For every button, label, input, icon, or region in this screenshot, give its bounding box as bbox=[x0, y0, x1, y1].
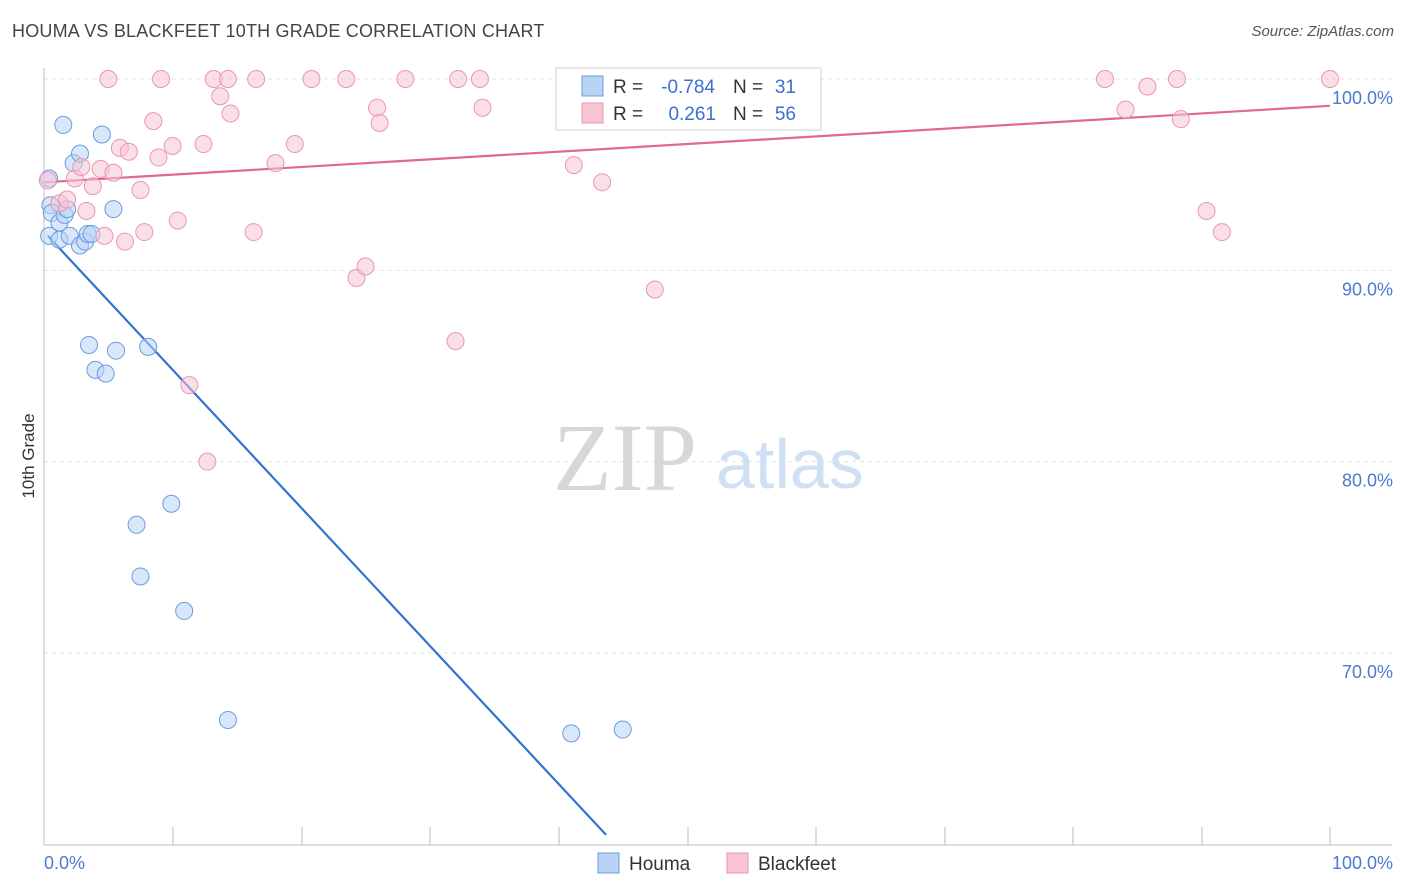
blackfeet-point-19 bbox=[168, 211, 187, 230]
blackfeet-point-34 bbox=[368, 98, 387, 117]
blackfeet-point-37 bbox=[446, 332, 465, 351]
blackfeet-point-27 bbox=[247, 70, 266, 88]
bottom-legend-houma-label: Houma bbox=[629, 854, 691, 875]
bottom-legend-houma-swatch bbox=[597, 852, 620, 874]
houma-point-22 bbox=[139, 337, 158, 356]
blackfeet-point-38 bbox=[449, 70, 468, 88]
houma-point-16 bbox=[92, 125, 111, 144]
legend-houma-r-value: -0.784 bbox=[661, 77, 715, 98]
houma-point-26 bbox=[175, 601, 194, 620]
blackfeet-point-51 bbox=[1197, 202, 1216, 221]
blackfeet-point-45 bbox=[645, 280, 664, 299]
y-tick-label-80: 80.0% bbox=[1342, 471, 1393, 491]
chart-title: HOUMA VS BLACKFEET 10TH GRADE CORRELATIO… bbox=[12, 21, 545, 41]
blackfeet-trendline bbox=[43, 104, 1331, 184]
legend-houma-n-value: 31 bbox=[775, 77, 796, 98]
houma-point-24 bbox=[131, 567, 150, 586]
houma-point-25 bbox=[162, 494, 181, 513]
blackfeet-point-55 bbox=[337, 70, 356, 88]
blackfeet-point-53 bbox=[1321, 70, 1339, 88]
houma-point-6 bbox=[54, 115, 73, 134]
legend-blackfeet-r-label: R = bbox=[613, 104, 643, 125]
watermark-zip: ZIP bbox=[553, 404, 697, 511]
y-tick-label-90: 90.0% bbox=[1342, 279, 1393, 299]
legend-blackfeet-n-value: 56 bbox=[775, 104, 796, 125]
blackfeet-point-48 bbox=[1138, 77, 1157, 96]
houma-point-20 bbox=[96, 364, 115, 383]
blackfeet-point-15 bbox=[144, 112, 163, 131]
blackfeet-point-47 bbox=[1116, 100, 1135, 119]
blackfeet-point-50 bbox=[1171, 110, 1190, 129]
houma-point-17 bbox=[104, 200, 123, 219]
blackfeet-point-30 bbox=[285, 135, 304, 154]
blackfeet-point-17 bbox=[152, 70, 171, 88]
houma-point-29 bbox=[613, 720, 632, 739]
x-tick-label-0: 0.0% bbox=[44, 853, 85, 873]
blackfeet-point-14 bbox=[135, 223, 154, 242]
blackfeet-point-9 bbox=[104, 163, 123, 182]
blackfeet-point-42 bbox=[564, 156, 583, 175]
bottom-legend: Houma Blackfeet bbox=[597, 852, 837, 875]
blackfeet-point-39 bbox=[470, 70, 489, 88]
watermark: ZIP atlas bbox=[553, 404, 864, 511]
blackfeet-point-6 bbox=[83, 177, 102, 196]
blackfeet-point-11 bbox=[116, 232, 135, 251]
legend-houma-n-label: N = bbox=[733, 77, 763, 98]
y-tick-label-100: 100.0% bbox=[1332, 88, 1393, 108]
blackfeet-point-46 bbox=[1095, 70, 1114, 88]
blackfeet-point-2 bbox=[58, 190, 77, 209]
houma-point-23 bbox=[127, 515, 146, 534]
blackfeet-point-36 bbox=[396, 70, 415, 88]
blackfeet-point-26 bbox=[221, 104, 240, 123]
legend: R = -0.784 N = 31 R = 0.261 N = 56 bbox=[555, 67, 822, 131]
blackfeet-point-4 bbox=[72, 158, 91, 177]
blackfeet-point-54 bbox=[99, 70, 118, 88]
x-tick-labels: 0.0% 100.0% bbox=[44, 853, 1393, 873]
x-tick-label-100: 100.0% bbox=[1332, 853, 1393, 873]
blackfeet-point-31 bbox=[302, 70, 321, 88]
blackfeet-point-24 bbox=[211, 87, 230, 106]
blackfeet-point-22 bbox=[198, 452, 217, 471]
houma-trendline bbox=[47, 235, 607, 836]
y-tick-labels: 100.0% 90.0% 80.0% 70.0% bbox=[1332, 88, 1393, 682]
houma-point-21 bbox=[107, 341, 126, 360]
blackfeet-point-13 bbox=[131, 180, 150, 199]
bottom-legend-blackfeet-swatch bbox=[726, 852, 749, 874]
legend-houma-r-label: R = bbox=[613, 77, 643, 98]
source-label: Source: ZipAtlas.com bbox=[1251, 23, 1394, 40]
blackfeet-point-40 bbox=[473, 98, 492, 117]
axes bbox=[43, 68, 1392, 846]
blackfeet-point-18 bbox=[163, 136, 182, 155]
bottom-legend-blackfeet-label: Blackfeet bbox=[758, 854, 837, 875]
blackfeet-point-21 bbox=[194, 135, 213, 154]
blackfeet-point-0 bbox=[38, 171, 57, 190]
legend-blackfeet-swatch bbox=[581, 102, 604, 124]
legend-blackfeet-r-value: 0.261 bbox=[668, 104, 716, 125]
blackfeet-point-28 bbox=[244, 223, 263, 242]
houma-point-18 bbox=[80, 335, 99, 354]
grid-lines bbox=[44, 78, 1392, 654]
blackfeet-point-33 bbox=[356, 257, 375, 276]
blackfeet-point-52 bbox=[1212, 223, 1231, 242]
legend-blackfeet-n-label: N = bbox=[733, 104, 763, 125]
blackfeet-point-8 bbox=[95, 226, 114, 245]
blackfeet-point-25 bbox=[218, 70, 237, 88]
x-ticks bbox=[172, 827, 1331, 845]
y-axis-label: 10th Grade bbox=[19, 413, 38, 498]
blackfeet-point-35 bbox=[370, 114, 389, 133]
blackfeet-point-20 bbox=[180, 376, 199, 395]
blackfeet-point-12 bbox=[119, 142, 138, 161]
y-tick-label-70: 70.0% bbox=[1342, 662, 1393, 682]
blackfeet-point-43 bbox=[593, 173, 612, 192]
blackfeet-point-29 bbox=[266, 154, 285, 173]
legend-houma-swatch bbox=[581, 75, 604, 97]
houma-point-28 bbox=[562, 724, 581, 743]
blackfeet-point-49 bbox=[1167, 70, 1186, 88]
trend-lines bbox=[43, 104, 1331, 836]
blackfeet-point-5 bbox=[77, 202, 96, 221]
houma-point-27 bbox=[218, 710, 237, 729]
blackfeet-point-16 bbox=[149, 148, 168, 167]
watermark-atlas: atlas bbox=[716, 425, 864, 503]
